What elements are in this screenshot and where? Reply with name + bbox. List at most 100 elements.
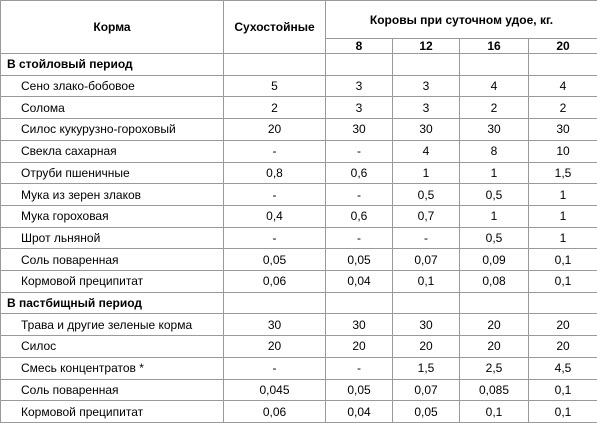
section-title: В пастбищный период [0, 291, 224, 315]
value-cell: 0,1 [527, 248, 597, 272]
table-row: Трава и другие зеленые корма 30 30 30 20 20 [0, 313, 597, 337]
value-cell: 1 [459, 204, 529, 228]
value-cell: 0,04 [325, 270, 393, 293]
value-cell: 30 [459, 118, 529, 141]
value-cell: 1 [527, 226, 597, 250]
value-cell: 0,4 [223, 204, 326, 228]
value-cell: 2 [527, 96, 597, 120]
value-cell: 0,08 [459, 270, 529, 293]
table-row: Сено злако-бобовое 5 3 3 4 4 [0, 74, 597, 98]
value-cell: 1,5 [392, 356, 460, 380]
value-cell: 0,8 [223, 161, 326, 185]
value-cell: 20 [527, 313, 597, 337]
value-cell: - [392, 226, 460, 250]
empty-cell [527, 291, 597, 315]
value-cell: 30 [223, 313, 326, 337]
empty-cell [459, 53, 529, 76]
feed-name-cell: Солома [0, 96, 224, 120]
feed-name-cell: Шрот льняной [0, 226, 224, 250]
feed-name-cell: Силос [0, 335, 224, 358]
value-cell: - [325, 139, 393, 163]
feed-name-cell: Мука гороховая [0, 204, 224, 228]
value-cell: - [325, 356, 393, 380]
value-cell: 0,1 [459, 400, 529, 423]
feed-name-cell: Свекла сахарная [0, 139, 224, 163]
value-cell: 4 [392, 139, 460, 163]
table-row: Свекла сахарная - -4 8 10 [0, 139, 597, 163]
value-cell: 0,1 [392, 270, 460, 293]
section-title: В стойловый период [0, 53, 224, 76]
value-cell: 1,5 [527, 161, 597, 185]
value-cell: 0,07 [392, 378, 460, 402]
table-row: Кормовой преципитат 0,06 0,04 0,05 0,1 0,1 [0, 400, 597, 423]
value-cell: 8 [459, 139, 529, 163]
value-cell: - [325, 226, 393, 250]
value-cell: 3 [392, 96, 460, 120]
value-cell: 0,6 [325, 161, 393, 185]
header-yield-16: 16 [459, 38, 529, 54]
table-row: Смесь концентратов * - -1,5 2,5 4,5 [0, 356, 597, 380]
value-cell: 2 [459, 96, 529, 120]
empty-cell [459, 291, 529, 315]
table-row: Мука гороховая 0,4 0,6 0,7 1 1 [0, 204, 597, 228]
value-cell: 4,5 [527, 356, 597, 380]
value-cell: - [325, 183, 393, 206]
feed-name-cell: Мука из зерен злаков [0, 183, 224, 206]
value-cell: 0,05 [325, 378, 393, 402]
value-cell: 3 [325, 96, 393, 120]
header-feed: Корма [0, 0, 224, 54]
header-cows-yield-group: Коровы при суточном удое, кг. [324, 0, 597, 39]
value-cell: - [223, 139, 326, 163]
value-cell: 4 [459, 74, 529, 98]
value-cell: 30 [392, 118, 460, 141]
section-row: В стойловый период [0, 53, 597, 76]
empty-cell [223, 291, 326, 315]
value-cell: 20 [459, 335, 529, 358]
value-cell: 0,06 [223, 270, 326, 293]
value-cell: 2,5 [459, 356, 529, 380]
value-cell: - [223, 356, 326, 380]
value-cell: 0,04 [325, 400, 393, 423]
value-cell: 10 [527, 139, 597, 163]
empty-cell [223, 53, 326, 76]
header-dry-cows: Сухостойные [223, 0, 326, 54]
value-cell: 20 [527, 335, 597, 358]
value-cell: 5 [223, 74, 326, 98]
value-cell: 0,7 [392, 204, 460, 228]
value-cell: 30 [325, 118, 393, 141]
feed-name-cell: Соль поваренная [0, 248, 224, 272]
header-yield-20: 20 [527, 38, 597, 54]
empty-cell [527, 53, 597, 76]
table-row: Силос кукурузно-гороховый 20 30 30 30 30 [0, 118, 597, 141]
empty-cell [325, 53, 393, 76]
section-row: В пастбищный период [0, 291, 597, 315]
value-cell: 20 [392, 335, 460, 358]
table-body: В стойловый период Сено злако-бобовое 5 3 3 4… [0, 53, 597, 423]
value-cell: 1 [527, 204, 597, 228]
value-cell: 0,1 [527, 400, 597, 423]
table-row: Солома 2 3 3 2 2 [0, 96, 597, 120]
value-cell: - [223, 226, 326, 250]
empty-cell [392, 291, 460, 315]
value-cell: 0,6 [325, 204, 393, 228]
value-cell: 0,09 [459, 248, 529, 272]
value-cell: 0,5 [459, 183, 529, 206]
table-row: Мука из зерен злаков - -0,5 0,5 1 [0, 183, 597, 206]
feed-name-cell: Смесь концентратов * [0, 356, 224, 380]
value-cell: - [223, 183, 326, 206]
table-row: Отруби пшеничные 0,8 0,6 1 1 1,5 [0, 161, 597, 185]
value-cell: 20 [325, 335, 393, 358]
table-row: Соль поваренная 0,045 0,05 0,07 0,085 0,1 [0, 378, 597, 402]
value-cell: 3 [325, 74, 393, 98]
value-cell: 30 [392, 313, 460, 337]
feed-name-cell: Сено злако-бобовое [0, 74, 224, 98]
value-cell: 4 [527, 74, 597, 98]
feed-name-cell: Кормовой преципитат [0, 270, 224, 293]
feed-name-cell: Силос кукурузно-гороховый [0, 118, 224, 141]
value-cell: 0,05 [392, 400, 460, 423]
feed-name-cell: Отруби пшеничные [0, 161, 224, 185]
value-cell: 0,1 [527, 270, 597, 293]
value-cell: 0,045 [223, 378, 326, 402]
header-yield-8: 8 [325, 38, 393, 54]
